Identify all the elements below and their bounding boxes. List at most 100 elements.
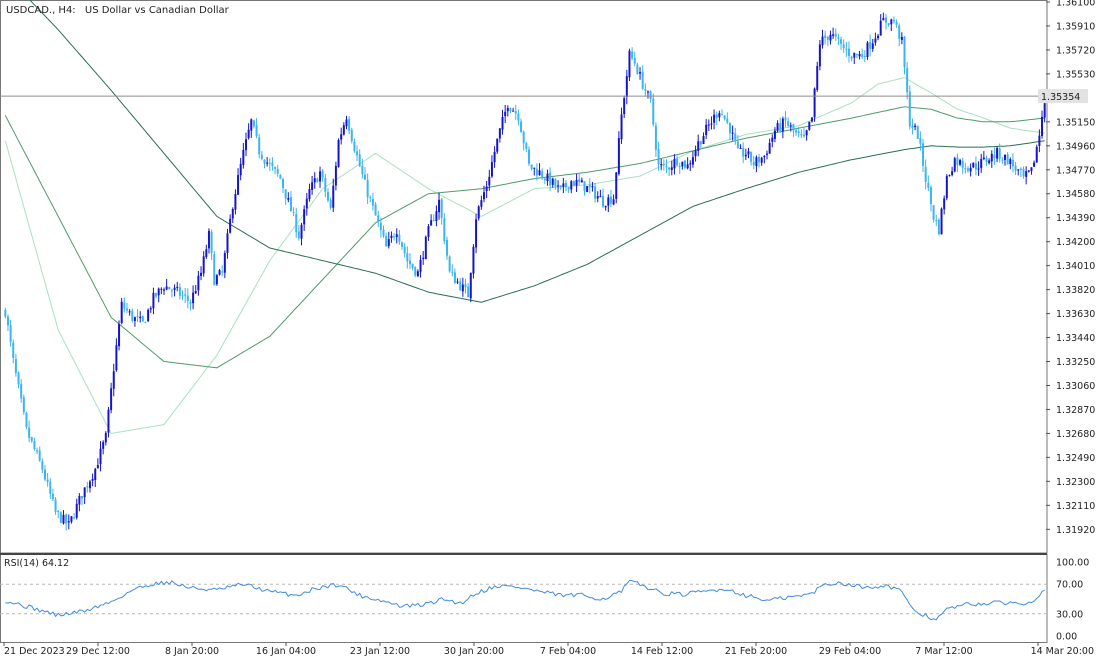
candlestick[interactable] (821, 29, 824, 49)
candlestick[interactable] (136, 309, 139, 323)
candlestick[interactable] (36, 447, 39, 455)
candlestick[interactable] (1001, 157, 1004, 164)
candlestick[interactable] (742, 142, 745, 163)
candlestick[interactable] (858, 50, 861, 60)
candlestick[interactable] (988, 158, 991, 165)
candlestick[interactable] (104, 431, 107, 446)
candlestick[interactable] (758, 153, 761, 168)
candlestick[interactable] (57, 510, 60, 519)
candlestick[interactable] (350, 127, 353, 144)
candlestick[interactable] (813, 87, 816, 122)
candlestick[interactable] (826, 36, 829, 46)
candlestick[interactable] (480, 195, 483, 210)
candlestick[interactable] (419, 255, 422, 278)
candlestick[interactable] (78, 493, 81, 512)
candlestick[interactable] (255, 118, 258, 139)
candlestick[interactable] (147, 308, 150, 323)
candlestick[interactable] (787, 117, 790, 128)
candlestick[interactable] (525, 141, 528, 153)
candlestick[interactable] (178, 283, 181, 300)
candlestick[interactable] (229, 214, 232, 234)
candlestick[interactable] (879, 14, 882, 36)
candlestick[interactable] (176, 281, 179, 292)
candlestick[interactable] (789, 122, 792, 132)
candlestick[interactable] (906, 61, 909, 100)
candlestick[interactable] (686, 157, 689, 170)
candlestick[interactable] (268, 158, 271, 172)
candlestick[interactable] (847, 41, 850, 63)
candlestick[interactable] (797, 126, 800, 138)
candlestick[interactable] (803, 128, 806, 138)
candlestick[interactable] (416, 269, 419, 278)
candlestick[interactable] (308, 183, 311, 202)
candlestick[interactable] (922, 138, 925, 172)
candlestick[interactable] (631, 47, 634, 61)
candlestick[interactable] (1017, 169, 1020, 176)
candlestick[interactable] (646, 90, 649, 99)
candlestick[interactable] (953, 156, 956, 173)
candlestick[interactable] (900, 32, 903, 45)
candlestick[interactable] (824, 30, 827, 45)
candlestick[interactable] (816, 61, 819, 92)
candlestick[interactable] (1009, 157, 1012, 170)
candlestick[interactable] (332, 178, 335, 213)
candlestick[interactable] (660, 158, 663, 171)
candlestick[interactable] (467, 283, 470, 298)
candlestick[interactable] (403, 242, 406, 258)
candlestick[interactable] (557, 180, 560, 193)
candlestick[interactable] (652, 93, 655, 127)
candlestick[interactable] (51, 488, 54, 501)
candlestick[interactable] (115, 338, 118, 372)
candlestick[interactable] (120, 298, 123, 325)
candlestick[interactable] (699, 140, 702, 149)
candlestick[interactable] (966, 166, 969, 173)
candlestick[interactable] (263, 159, 266, 169)
candlestick[interactable] (168, 286, 171, 290)
candlestick[interactable] (1014, 161, 1017, 175)
candlestick[interactable] (501, 109, 504, 135)
candlestick[interactable] (829, 30, 832, 45)
candlestick[interactable] (226, 228, 229, 259)
candlestick[interactable] (65, 513, 68, 531)
candlestick[interactable] (765, 150, 768, 160)
candlestick[interactable] (673, 154, 676, 175)
candlestick[interactable] (990, 150, 993, 168)
candlestick[interactable] (736, 135, 739, 149)
candlestick[interactable] (657, 141, 660, 171)
candlestick[interactable] (303, 205, 306, 231)
candlestick[interactable] (200, 266, 203, 281)
candlestick[interactable] (948, 174, 951, 177)
candlestick[interactable] (4, 307, 7, 319)
candlestick[interactable] (866, 41, 869, 60)
candlestick[interactable] (451, 264, 454, 277)
candlestick[interactable] (668, 166, 671, 177)
candlestick[interactable] (559, 185, 562, 190)
candlestick[interactable] (459, 277, 462, 292)
candlestick[interactable] (517, 109, 520, 126)
candlestick[interactable] (1004, 154, 1007, 166)
candlestick[interactable] (237, 168, 240, 196)
candlestick[interactable] (919, 131, 922, 151)
candlestick[interactable] (678, 162, 681, 175)
candlestick[interactable] (908, 85, 911, 130)
candlestick[interactable] (496, 138, 499, 154)
candlestick[interactable] (155, 292, 158, 299)
candlestick[interactable] (163, 287, 166, 295)
candlestick[interactable] (321, 169, 324, 182)
candlestick[interactable] (144, 321, 147, 324)
candlestick[interactable] (218, 268, 221, 276)
candlestick[interactable] (194, 285, 197, 295)
candlestick[interactable] (81, 495, 84, 506)
candlestick[interactable] (377, 210, 380, 227)
candlestick[interactable] (20, 379, 23, 403)
candlestick[interactable] (818, 40, 821, 71)
candlestick[interactable] (617, 131, 620, 176)
candlestick[interactable] (424, 235, 427, 260)
candlestick[interactable] (1022, 166, 1025, 179)
rsi-pane[interactable]: 100.00 70.00 30.00 0.00 RSI(14) 64.12 (0, 558, 1089, 643)
candlestick[interactable] (874, 32, 877, 46)
candlestick[interactable] (773, 127, 776, 143)
candlestick[interactable] (461, 277, 464, 297)
candlestick[interactable] (982, 151, 985, 161)
candlestick[interactable] (443, 213, 446, 245)
